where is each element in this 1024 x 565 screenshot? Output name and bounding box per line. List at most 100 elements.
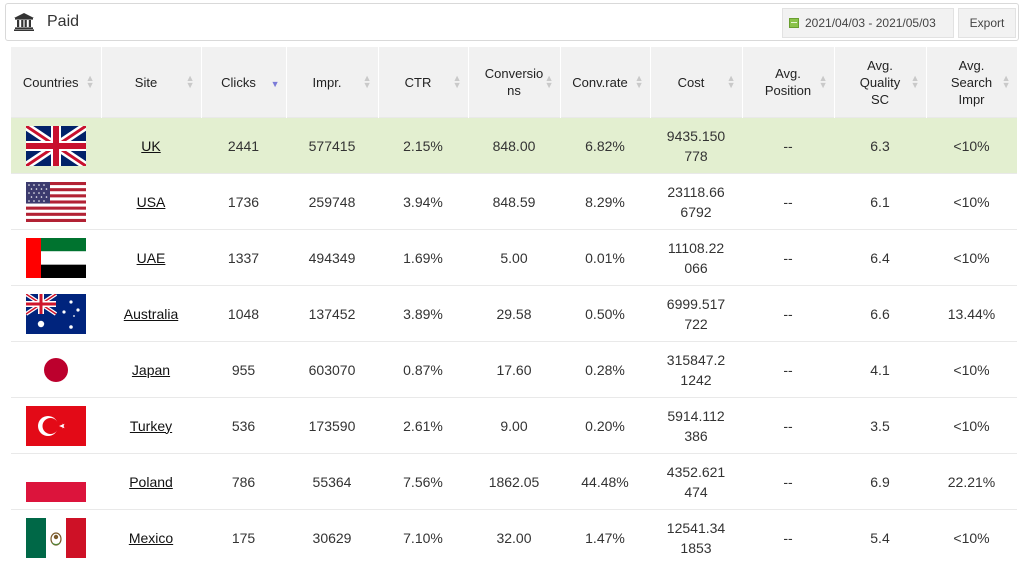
table-row[interactable]: Turkey 536 173590 2.61% 9.00 0.20% 5914.…: [11, 398, 1017, 454]
conv-rate-cell: 6.82%: [560, 118, 650, 174]
date-range-picker[interactable]: 2021/04/03 - 2021/05/03: [782, 8, 954, 38]
table-row[interactable]: Mexico 175 30629 7.10% 32.00 1.47% 12541…: [11, 510, 1017, 565]
clicks-cell: 1048: [201, 286, 286, 342]
conv-rate-cell: 44.48%: [560, 454, 650, 510]
impr-cell: 173590: [286, 398, 378, 454]
sort-icon: ▲▼: [911, 75, 920, 89]
site-link[interactable]: UAE: [137, 250, 166, 266]
site-link[interactable]: Mexico: [129, 530, 173, 546]
impr-cell: 259748: [286, 174, 378, 230]
col-header-cost[interactable]: Cost▲▼: [650, 47, 742, 118]
col-header-conv-rate[interactable]: Conv.rate▲▼: [560, 47, 650, 118]
col-header-avg-position[interactable]: Avg. Position▲▼: [742, 47, 834, 118]
cost-cell: 12541.341853: [650, 510, 742, 565]
col-header-impr[interactable]: Impr.▲▼: [286, 47, 378, 118]
sort-icon: ▲▼: [727, 75, 736, 89]
impr-cell: 30629: [286, 510, 378, 565]
impr-cell: 494349: [286, 230, 378, 286]
uae-flag-icon: [26, 238, 86, 278]
avg-position-cell: --: [742, 286, 834, 342]
paid-stats-table: Countries▲▼ Site▲▼ Clicks▼ Impr.▲▼ CTR▲▼…: [11, 47, 1018, 565]
sort-icon: ▲▼: [1002, 75, 1011, 89]
poland-flag-icon: [26, 462, 86, 502]
table-row[interactable]: Australia 1048 137452 3.89% 29.58 0.50% …: [11, 286, 1017, 342]
table-row[interactable]: USA 1736 259748 3.94% 848.59 8.29% 23118…: [11, 174, 1017, 230]
avg-position-cell: --: [742, 510, 834, 565]
site-link[interactable]: Australia: [124, 306, 178, 322]
cost-cell: 5914.112386: [650, 398, 742, 454]
site-cell: Mexico: [101, 510, 201, 565]
table-row[interactable]: Poland 786 55364 7.56% 1862.05 44.48% 43…: [11, 454, 1017, 510]
ctr-cell: 1.69%: [378, 230, 468, 286]
page-title: Paid: [47, 13, 79, 31]
cost-cell: 6999.517722: [650, 286, 742, 342]
col-header-avg-quality[interactable]: Avg. Quality SC▲▼: [834, 47, 926, 118]
japan-flag-icon: [26, 350, 86, 390]
site-link[interactable]: Japan: [132, 362, 170, 378]
col-header-site[interactable]: Site▲▼: [101, 47, 201, 118]
ctr-cell: 7.10%: [378, 510, 468, 565]
impr-cell: 137452: [286, 286, 378, 342]
conv-rate-cell: 0.28%: [560, 342, 650, 398]
ctr-cell: 3.89%: [378, 286, 468, 342]
australia-flag-icon: [26, 294, 86, 334]
avg-search-impr-cell: <10%: [926, 398, 1017, 454]
sort-descending-icon: ▼: [271, 81, 280, 88]
uk-flag-icon: [26, 126, 86, 166]
conversions-cell: 848.59: [468, 174, 560, 230]
col-header-avg-search-impr[interactable]: Avg. Search Impr▲▼: [926, 47, 1017, 118]
site-cell: Japan: [101, 342, 201, 398]
conv-rate-cell: 0.01%: [560, 230, 650, 286]
clicks-cell: 1736: [201, 174, 286, 230]
avg-position-cell: --: [742, 230, 834, 286]
conversions-cell: 5.00: [468, 230, 560, 286]
avg-quality-cell: 4.1: [834, 342, 926, 398]
country-cell: [11, 398, 101, 454]
clicks-cell: 2441: [201, 118, 286, 174]
table-row[interactable]: Japan 955 603070 0.87% 17.60 0.28% 31584…: [11, 342, 1017, 398]
cost-cell: 23118.666792: [650, 174, 742, 230]
col-header-countries[interactable]: Countries▲▼: [11, 47, 101, 118]
cost-cell: 315847.21242: [650, 342, 742, 398]
avg-search-impr-cell: <10%: [926, 510, 1017, 565]
site-cell: UAE: [101, 230, 201, 286]
clicks-cell: 175: [201, 510, 286, 565]
clicks-cell: 786: [201, 454, 286, 510]
country-cell: [11, 454, 101, 510]
sort-icon: ▲▼: [363, 75, 372, 89]
country-cell: [11, 174, 101, 230]
sort-icon: ▲▼: [635, 75, 644, 89]
site-link[interactable]: UK: [141, 138, 160, 154]
avg-position-cell: --: [742, 342, 834, 398]
col-header-clicks[interactable]: Clicks▼: [201, 47, 286, 118]
site-link[interactable]: Poland: [129, 474, 173, 490]
site-link[interactable]: Turkey: [130, 418, 172, 434]
export-button[interactable]: Export: [958, 8, 1016, 38]
ctr-cell: 2.15%: [378, 118, 468, 174]
sort-icon: ▲▼: [86, 75, 95, 89]
clicks-cell: 1337: [201, 230, 286, 286]
conversions-cell: 1862.05: [468, 454, 560, 510]
col-header-ctr[interactable]: CTR▲▼: [378, 47, 468, 118]
cost-cell: 4352.621474: [650, 454, 742, 510]
conv-rate-cell: 0.20%: [560, 398, 650, 454]
avg-search-impr-cell: 13.44%: [926, 286, 1017, 342]
table-row[interactable]: UK 2441 577415 2.15% 848.00 6.82% 9435.1…: [11, 118, 1017, 174]
table-row[interactable]: UAE 1337 494349 1.69% 5.00 0.01% 11108.2…: [11, 230, 1017, 286]
conversions-cell: 848.00: [468, 118, 560, 174]
site-link[interactable]: USA: [137, 194, 166, 210]
sort-icon: ▲▼: [186, 75, 195, 89]
conversions-cell: 32.00: [468, 510, 560, 565]
calendar-icon: [789, 18, 799, 28]
avg-quality-cell: 6.6: [834, 286, 926, 342]
col-header-conversions[interactable]: Conversions▲▼: [468, 47, 560, 118]
country-cell: [11, 118, 101, 174]
table-header-row: Countries▲▼ Site▲▼ Clicks▼ Impr.▲▼ CTR▲▼…: [11, 47, 1017, 118]
country-cell: [11, 342, 101, 398]
avg-position-cell: --: [742, 398, 834, 454]
usa-flag-icon: [26, 182, 86, 222]
bank-icon: [14, 13, 34, 31]
conv-rate-cell: 0.50%: [560, 286, 650, 342]
ctr-cell: 0.87%: [378, 342, 468, 398]
conv-rate-cell: 1.47%: [560, 510, 650, 565]
